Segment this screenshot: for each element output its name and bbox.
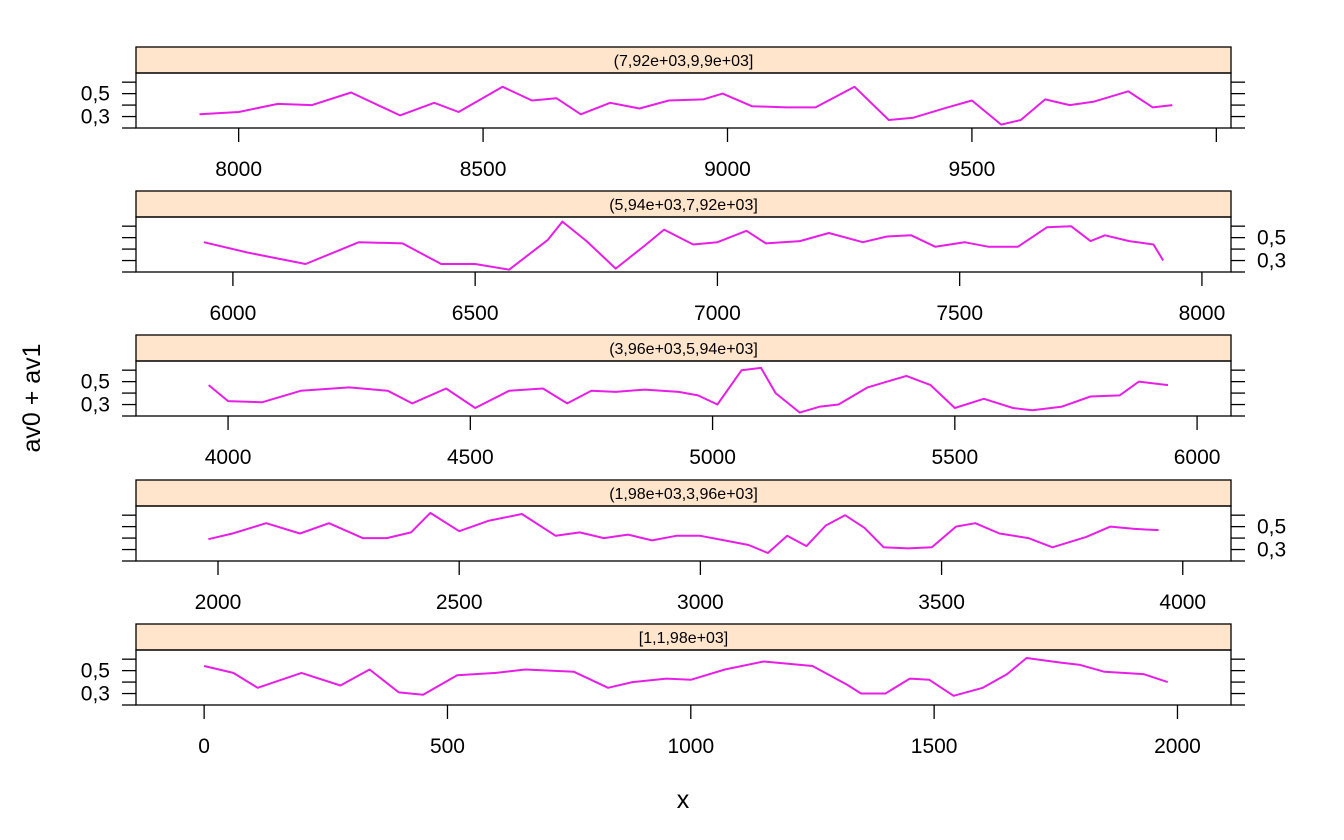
x-tick-label: 2000: [195, 591, 242, 614]
strip-label: (5,94e+03,7,92e+03]: [609, 197, 758, 214]
x-tick-label: 4000: [205, 446, 252, 469]
x-tick-label: 6000: [210, 302, 257, 325]
x-tick-label: 6000: [1174, 446, 1221, 469]
x-tick-label: 9000: [704, 158, 751, 181]
x-tick-label: 4500: [447, 446, 494, 469]
x-tick-label: 2000: [1154, 735, 1201, 758]
panel-4: (1,98e+03,3,96e+03] 2000 2500 3000 3500 4000 0…: [122, 480, 1286, 614]
y-tick-label: 0,3: [81, 683, 110, 706]
x-tick-label: 3500: [918, 591, 965, 614]
x-tick-label: 9500: [949, 158, 996, 181]
x-tick-label: 3000: [677, 591, 724, 614]
x-tick-label: 1500: [911, 735, 958, 758]
y-axis-title: av0 + av1: [18, 343, 46, 452]
strip-label: (1,98e+03,3,96e+03]: [609, 486, 758, 503]
x-tick-label: 6500: [452, 302, 499, 325]
y-tick-label: 0,5: [1257, 227, 1286, 250]
x-tick-label: 2500: [436, 591, 483, 614]
panel-3: (3,96e+03,5,94e+03] 4000 4500 5000 5500 6000 0…: [81, 335, 1245, 469]
panels-group: (7,92e+03,9,9e+03]8000 8500 9000 95000,30,5…: [81, 47, 1286, 758]
x-tick-label: 4000: [1159, 591, 1206, 614]
x-tick-label: 500: [430, 735, 465, 758]
x-tick-label: 1000: [667, 735, 714, 758]
x-tick-label: 8000: [215, 158, 262, 181]
panel-2: (5,94e+03,7,92e+03] 6000 6500 7000 7500 8000 0…: [122, 191, 1286, 325]
x-tick-label: 0: [198, 735, 210, 758]
panel-1: (7,92e+03,9,9e+03] 8000 8500 9000 9500 0,30,5: [81, 47, 1245, 181]
x-axis-title: x: [677, 786, 690, 814]
series-line: [208, 513, 1158, 553]
y-tick-label: 0,5: [1257, 516, 1286, 539]
y-tick-label: 0,5: [81, 371, 110, 394]
y-tick-label: 0,5: [81, 83, 110, 106]
x-tick-label: 7000: [694, 302, 741, 325]
x-tick-label: 8500: [460, 158, 507, 181]
strip-label: [1,1,98e+03]: [639, 630, 728, 647]
series-line: [200, 87, 1173, 125]
x-tick-label: 8000: [1179, 302, 1226, 325]
panel-frame: [136, 361, 1231, 416]
series-line: [204, 658, 1168, 696]
series-line: [204, 222, 1163, 270]
panel-frame: [136, 650, 1231, 705]
y-tick-label: 0,3: [81, 394, 110, 417]
series-line: [209, 368, 1168, 413]
panel-5: [1,1,98e+03] 0 500 1000 1500 2000 0,30,5: [81, 624, 1245, 758]
y-tick-label: 0,3: [81, 106, 110, 129]
strip-label: (7,92e+03,9,9e+03]: [614, 53, 754, 70]
y-tick-label: 0,3: [1257, 250, 1286, 273]
y-tick-label: 0,5: [81, 660, 110, 683]
x-tick-label: 5000: [689, 446, 736, 469]
y-tick-label: 0,3: [1257, 539, 1286, 562]
x-tick-label: 7500: [936, 302, 983, 325]
x-tick-label: 5500: [931, 446, 978, 469]
strip-label: (3,96e+03,5,94e+03]: [609, 341, 758, 358]
